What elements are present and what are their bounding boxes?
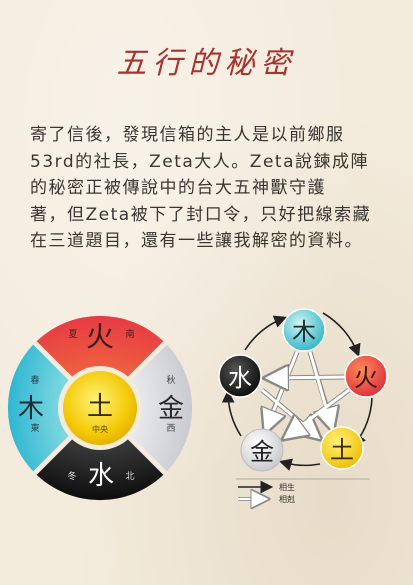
water-node-label: 水: [228, 364, 252, 392]
fire-season-label: 夏: [68, 329, 77, 340]
water-node: 水: [218, 354, 262, 398]
metal-quadrant: [100, 342, 193, 474]
water-element-label: 水: [88, 461, 114, 491]
legend-overcome-label: 相剋: [279, 494, 295, 504]
water-direction-label: 北: [125, 471, 134, 482]
fire-element-label: 火: [86, 320, 114, 353]
earth-node: 土: [320, 426, 364, 470]
legend-generate-label: 相生: [279, 482, 295, 492]
cycle-legend: 相生 相剋: [236, 478, 370, 504]
story-line: 的秘密正被傳說中的台大五神獸守護: [30, 178, 326, 198]
wood-quadrant: [7, 342, 100, 474]
metal-season-label: 秋: [166, 374, 175, 386]
metal-node: 金: [240, 428, 284, 472]
earth-node-label: 土: [330, 436, 354, 464]
earth-element-label: 土: [87, 392, 113, 422]
wood-node-label: 木: [292, 318, 316, 346]
story-line: 53rd的社長，Zeta大人。Zeta說鍊成陣: [30, 151, 369, 172]
earth-direction-label: 中央: [92, 424, 108, 434]
wood-node: 木: [282, 308, 326, 352]
fire-direction-label: 南: [125, 328, 134, 340]
fire-quadrant: [34, 315, 166, 408]
fire-node-label: 火: [354, 364, 378, 392]
wood-season-label: 春: [30, 374, 39, 386]
story-line: 在三道題目，還有一些讓我解密的資料。: [30, 231, 363, 251]
five-elements-cycle-diagram: 木 火 土 金 水 相生: [218, 308, 388, 504]
wood-direction-label: 東: [30, 422, 39, 434]
metal-node-label: 金: [250, 438, 274, 466]
metal-element-label: 金: [158, 394, 184, 424]
fire-node: 火: [344, 354, 388, 398]
page-title: 五行的秘密: [116, 46, 297, 81]
story-line: 寄了信後，發現信箱的主人是以前鄉服: [30, 125, 345, 145]
story-line: 著，但Zeta被下了封口令，只好把線索藏: [30, 204, 372, 225]
water-quadrant: [34, 408, 166, 501]
earth-center: [63, 371, 137, 445]
wheel-quadrants: [7, 315, 193, 501]
wood-element-label: 木: [18, 394, 44, 424]
story-paragraph: 寄了信後，發現信箱的主人是以前鄉服 53rd的社長，Zeta大人。Zeta說鍊成…: [30, 122, 400, 255]
metal-direction-label: 西: [166, 423, 175, 434]
water-season-label: 冬: [67, 470, 76, 482]
